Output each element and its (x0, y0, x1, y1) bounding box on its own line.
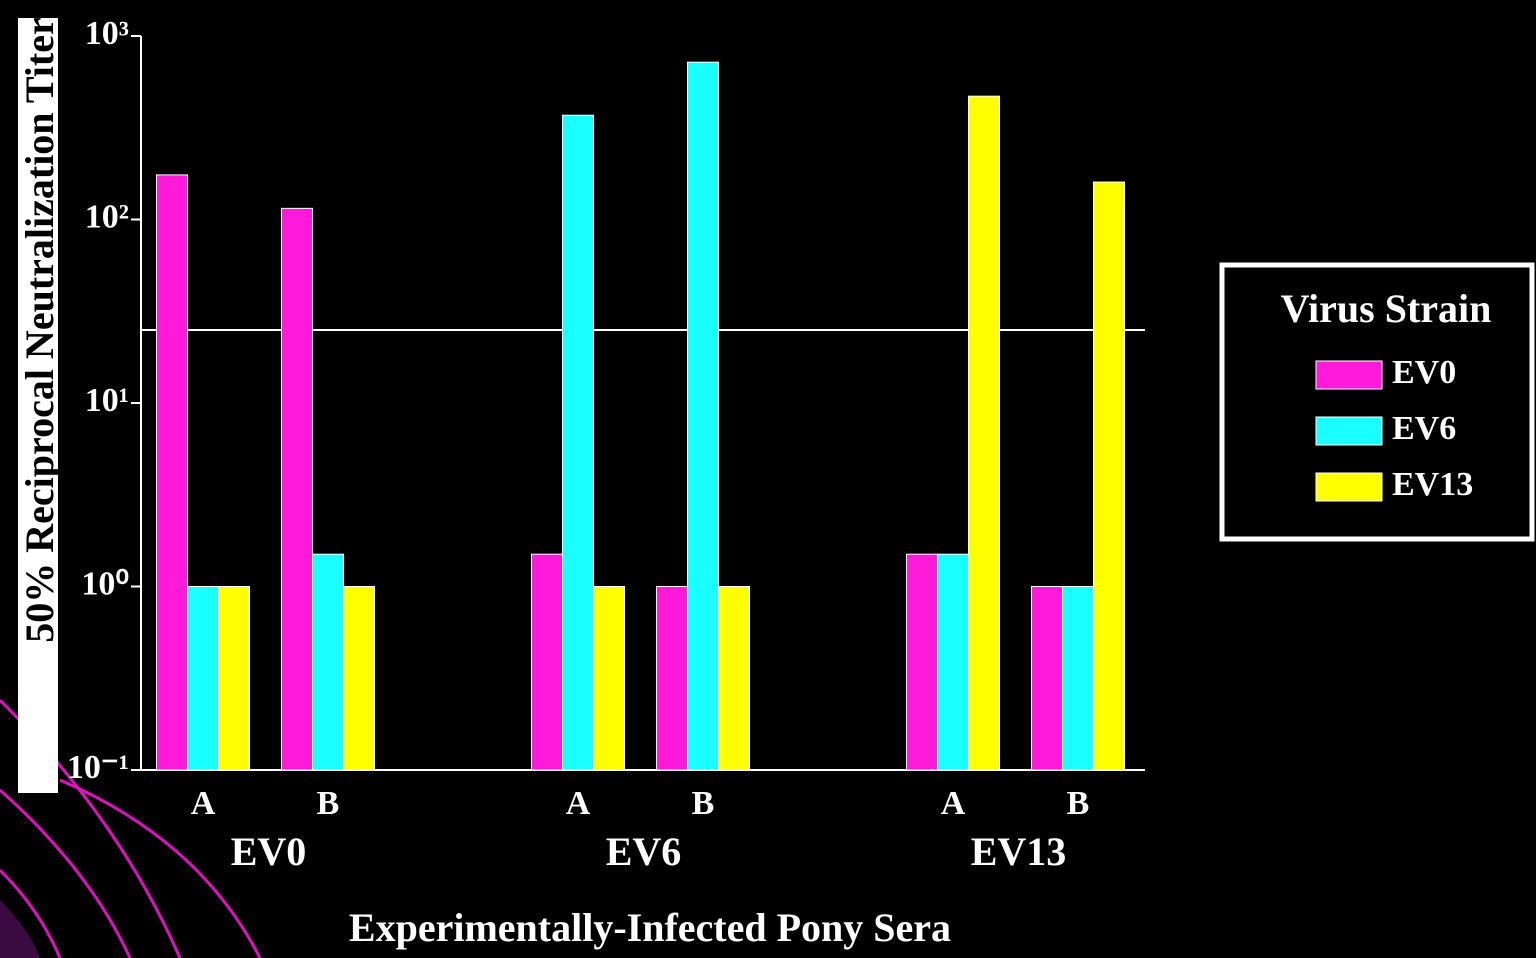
bar (1031, 586, 1063, 771)
y-axis-label: 50% Reciprocal Neutralization Titer (17, 17, 62, 642)
legend-label: EV6 (1392, 410, 1456, 447)
bar (718, 586, 750, 771)
bar (218, 586, 250, 771)
x-tick-label: A (566, 785, 591, 822)
group-label: EV0 (231, 829, 307, 874)
label-box (18, 18, 58, 793)
x-tick-label: B (317, 785, 340, 822)
y-tick-label: 10³ (85, 15, 129, 52)
group-label: EV13 (971, 829, 1067, 874)
bar (687, 61, 719, 771)
bar (906, 553, 938, 771)
y-tick-label: 10⁻¹ (67, 749, 129, 786)
legend-swatch (1315, 416, 1383, 446)
bar (656, 586, 688, 771)
group-label: EV6 (606, 829, 682, 874)
y-tick-label: 10¹ (85, 382, 129, 419)
bar (187, 586, 219, 771)
x-tick-label: A (941, 785, 966, 822)
legend-label: EV0 (1392, 354, 1456, 391)
bar (343, 586, 375, 771)
legend-swatch (1315, 360, 1383, 390)
bar (1062, 586, 1094, 771)
legend-label: EV13 (1392, 466, 1473, 503)
y-tick-label: 10² (85, 198, 129, 235)
x-axis-label: Experimentally-Infected Pony Sera (349, 905, 951, 950)
bar (562, 114, 594, 771)
x-tick-label: B (692, 785, 715, 822)
decoration (0, 900, 40, 958)
bar (281, 207, 313, 771)
x-tick-label: A (191, 785, 216, 822)
bar (312, 553, 344, 771)
bar (968, 95, 1000, 771)
bar (1093, 181, 1125, 771)
bar (593, 586, 625, 771)
legend-swatch (1315, 472, 1383, 502)
y-tick-label: 10⁰ (81, 565, 129, 602)
bar (531, 553, 563, 771)
bar (937, 553, 969, 771)
x-tick-label: B (1067, 785, 1090, 822)
bar (156, 174, 188, 771)
legend-title: Virus Strain (1281, 286, 1492, 331)
